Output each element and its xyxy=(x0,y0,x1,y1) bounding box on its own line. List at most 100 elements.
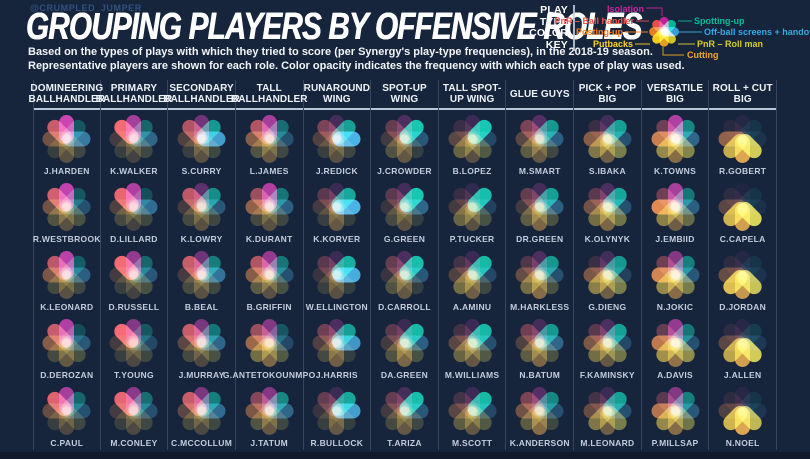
bottom-strip xyxy=(0,452,810,459)
player-cell: P.MILLSAP xyxy=(642,382,709,450)
player-name: M.CONLEY xyxy=(110,438,158,448)
player-name: N.NOEL xyxy=(725,438,760,448)
player-flower xyxy=(175,112,229,166)
player-flower xyxy=(40,384,94,438)
player-name: K.OLYNYK xyxy=(584,234,631,244)
player-cell: F.KAMINSKY xyxy=(574,314,641,382)
role-column-runaround-wing: RUNAROUND WING J.REDICK K.KORVER W.ELLINGTO… xyxy=(303,80,372,450)
player-cell: J.HARRIS xyxy=(304,314,371,382)
header-rule xyxy=(709,108,776,110)
role-header: DOMINEERING BALLHANDLER xyxy=(28,83,106,105)
role-header: TALL SPOT-UP WING xyxy=(442,83,502,105)
player-cell: P.TUCKER xyxy=(439,178,506,246)
player-flower xyxy=(648,112,702,166)
player-flower xyxy=(242,316,296,370)
role-header: VERSATILE BIG xyxy=(646,83,704,105)
player-cell: M.SMART xyxy=(506,110,573,178)
role-column-pick-pop-big: PICK + POP BIG S.IBAKA K.OLYNYK G.DIENG F.KA… xyxy=(574,80,642,450)
role-header: TALL BALLHANDLER xyxy=(230,83,308,105)
player-name: M.LEONARD xyxy=(580,438,635,448)
player-cell: M.CONLEY xyxy=(101,382,168,450)
player-name: D.RUSSELL xyxy=(108,302,160,312)
player-cell: J.REDICK xyxy=(304,110,371,178)
player-name: R.GOBERT xyxy=(719,166,767,176)
player-flower xyxy=(175,248,229,302)
player-flower xyxy=(40,248,94,302)
player-name: R.WESTBROOK xyxy=(32,234,101,244)
player-name: C.MCCOLLUM xyxy=(171,438,233,448)
player-flower xyxy=(445,180,499,234)
player-flower xyxy=(580,316,634,370)
player-cell: B.GRIFFIN xyxy=(236,246,303,314)
player-name: DR.GREEN xyxy=(516,234,564,244)
player-flower xyxy=(513,112,567,166)
player-name: F.KAMINSKY xyxy=(579,370,635,380)
player-flower xyxy=(647,15,680,48)
player-name: P.MILLSAP xyxy=(651,438,699,448)
player-flower xyxy=(648,180,702,234)
player-cell: R.BULLOCK xyxy=(304,382,371,450)
player-cell: D.LILLARD xyxy=(101,178,168,246)
player-name: G.ANTETOKOUNMPO xyxy=(222,370,316,380)
role-grid: DOMINEERING BALLHANDLER J.HARDEN R.WESTBRO… xyxy=(28,80,777,450)
player-name: J.TATUM xyxy=(250,438,289,448)
player-flower xyxy=(648,384,702,438)
player-flower xyxy=(175,316,229,370)
player-cell: M.WILLIAMS xyxy=(439,314,506,382)
player-name: J.HARRIS xyxy=(315,370,358,380)
player-cell: J.HARDEN xyxy=(34,110,100,178)
player-name: G.DIENG xyxy=(588,302,627,312)
role-header: RUNAROUND WING xyxy=(303,83,371,105)
key-title-line: KEY xyxy=(545,38,568,51)
player-flower xyxy=(310,112,364,166)
player-name: J.CROWDER xyxy=(377,166,432,176)
player-flower xyxy=(580,384,634,438)
player-name: J.EMBIID xyxy=(655,234,695,244)
role-header: PICK + POP BIG xyxy=(578,83,637,105)
key-title-line: COLOR xyxy=(529,27,568,39)
player-flower xyxy=(242,248,296,302)
header-rule xyxy=(371,108,438,110)
header-rule xyxy=(34,108,100,110)
player-name: B.LOPEZ xyxy=(452,166,492,176)
player-flower xyxy=(716,180,770,234)
header-rule xyxy=(641,108,709,110)
player-flower xyxy=(40,180,94,234)
player-name: D.DEROZAN xyxy=(40,370,94,380)
player-flower xyxy=(40,112,94,166)
player-flower xyxy=(513,180,567,234)
player-name: D.LILLARD xyxy=(110,234,158,244)
player-cell: J.TATUM xyxy=(236,382,303,450)
player-flower xyxy=(377,112,431,166)
key-label-cutting: Cutting xyxy=(687,50,719,60)
player-name: N.JOKIC xyxy=(656,302,694,312)
player-cell: K.OLYNYK xyxy=(574,178,641,246)
player-cell: K.WALKER xyxy=(101,110,168,178)
header-rule xyxy=(506,108,574,110)
key-label-pnr-roll-man: PnR – Roll man xyxy=(697,39,764,49)
subtitle-line-1: Based on the types of plays with which t… xyxy=(28,46,653,58)
player-flower xyxy=(310,248,364,302)
player-name: C.CAPELA xyxy=(719,234,766,244)
player-cell: J.EMBIID xyxy=(642,178,709,246)
player-flower xyxy=(310,384,364,438)
player-cell: R.WESTBROOK xyxy=(32,178,101,246)
player-flower xyxy=(377,384,431,438)
player-cell: K.LEONARD xyxy=(34,246,100,314)
role-column-primary-ballhandler: PRIMARY BALLHANDLER K.WALKER D.LILLARD D.RU… xyxy=(95,80,173,450)
player-cell: M.HARKLESS xyxy=(506,246,573,314)
role-header: PRIMARY BALLHANDLER xyxy=(95,83,173,105)
player-flower xyxy=(445,248,499,302)
player-name: B.GRIFFIN xyxy=(246,302,292,312)
player-flower xyxy=(580,112,634,166)
player-name: P.TUCKER xyxy=(449,234,495,244)
player-cell: N.BATUM xyxy=(506,314,573,382)
player-flower xyxy=(310,316,364,370)
player-cell: M.LEONARD xyxy=(574,382,641,450)
player-flower xyxy=(107,384,161,438)
role-header: ROLL + CUT BIG xyxy=(712,83,773,105)
player-cell: D.JORDAN xyxy=(709,246,776,314)
player-name: K.LEONARD xyxy=(40,302,94,312)
player-cell: B.BEAL xyxy=(168,246,235,314)
